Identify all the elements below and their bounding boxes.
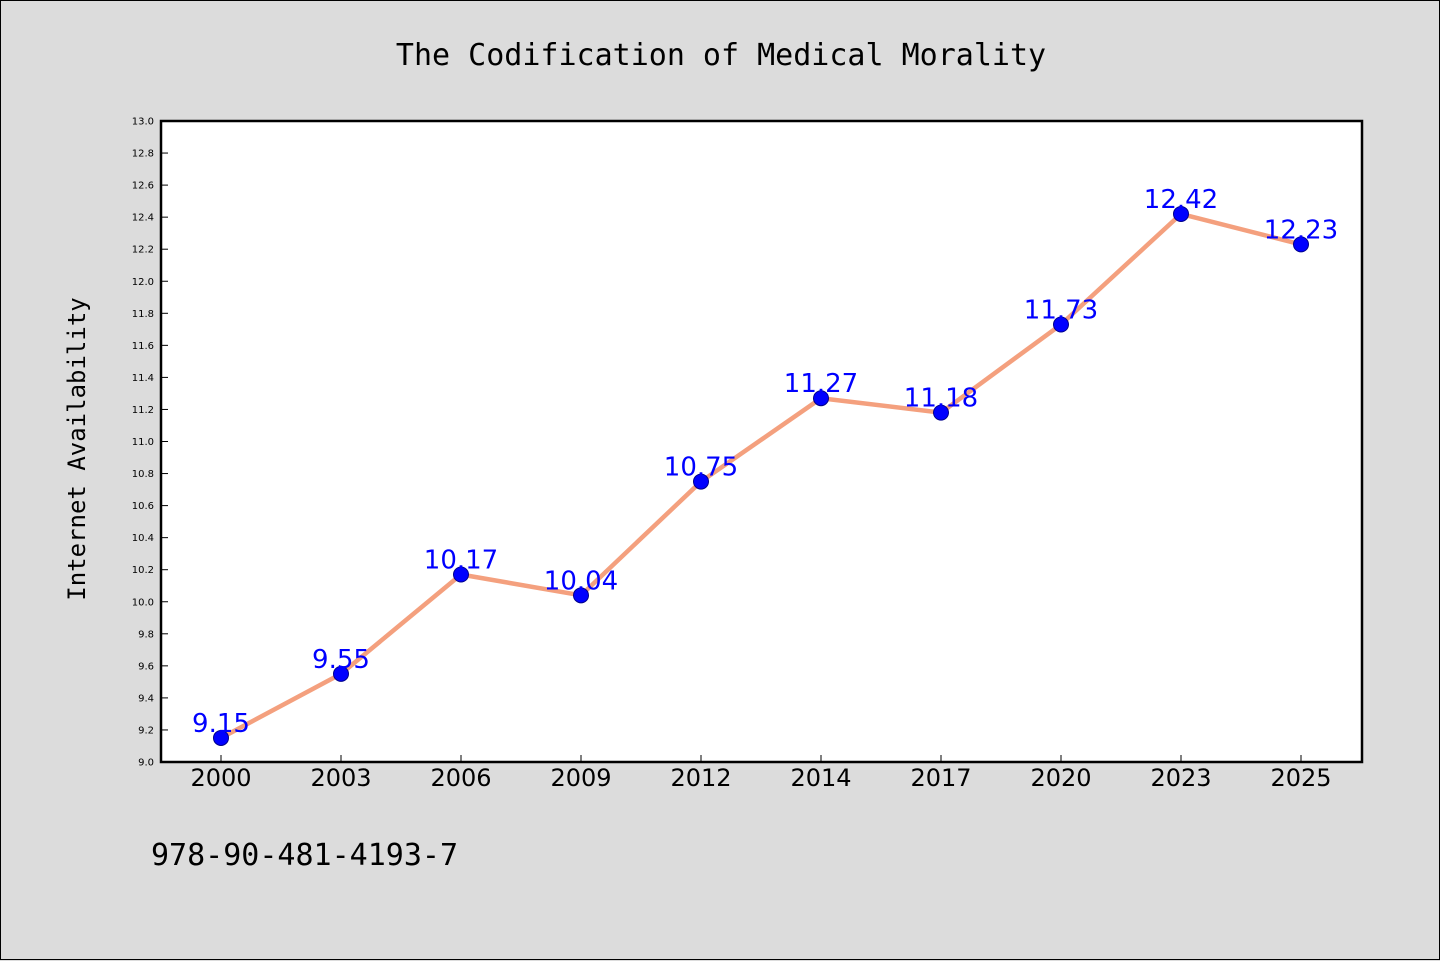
data-point	[933, 404, 949, 421]
y-tick-label: 11.2	[132, 405, 154, 416]
y-tick-label: 13.0	[132, 117, 154, 128]
x-tick-label: 2017	[910, 764, 971, 792]
data-point	[693, 473, 709, 490]
data-label: 9.15	[192, 709, 250, 739]
data-label: 11.73	[1024, 296, 1098, 326]
data-point	[333, 665, 349, 682]
isbn-text: 978-90-481-4193-7	[151, 838, 458, 873]
y-tick-label: 10.0	[132, 597, 154, 608]
data-point	[1293, 236, 1309, 253]
y-axis-label: Internet Availability	[63, 297, 91, 600]
data-point	[1173, 205, 1189, 222]
y-tick-label: 9.4	[138, 693, 154, 704]
data-label: 10.17	[424, 546, 498, 576]
data-label: 12.42	[1144, 185, 1218, 215]
y-tick-label: 10.8	[132, 469, 154, 480]
x-tick-label: 2025	[1270, 764, 1331, 792]
y-tick-label: 12.8	[132, 149, 154, 160]
data-point	[213, 729, 229, 746]
y-tick-label: 9.0	[138, 758, 154, 769]
plot-frame	[159, 119, 1364, 764]
y-tick-label: 9.6	[138, 661, 154, 672]
data-label: 11.18	[904, 384, 978, 414]
series-group	[213, 205, 1309, 746]
data-point	[453, 566, 469, 583]
y-tick-label: 11.8	[132, 309, 154, 320]
x-tick-label: 2012	[670, 764, 731, 792]
data-label: 11.27	[784, 369, 858, 399]
x-tick-label: 2020	[1030, 764, 1091, 792]
x-tick-label: 2023	[1150, 764, 1211, 792]
y-tick-label: 12.2	[132, 245, 154, 256]
y-tick-label: 9.2	[138, 725, 154, 736]
data-point	[573, 587, 589, 604]
x-axis-ticks: 2000 2003 2006 2009 2012 2014 2017 2020 2023 2025	[190, 755, 1332, 792]
y-tick-label: 11.4	[132, 373, 154, 384]
y-tick-label: 10.2	[132, 565, 154, 576]
y-tick-label: 12.0	[132, 277, 154, 288]
y-tick-label: 12.6	[132, 181, 154, 192]
y-tick-label: 9.8	[138, 629, 154, 640]
y-tick-label: 10.6	[132, 501, 154, 512]
data-labels: 9.15 9.55 10.17 10.04 10.75 11.27 11.18 11.73 12…	[192, 185, 1338, 739]
y-axis-ticks: 9.0 9.2 9.4 9.6 9.8 10.0 10.2 10.4 10.6 10.8 11.0 1…	[132, 117, 168, 769]
data-label: 12.23	[1264, 215, 1338, 245]
data-label: 10.04	[544, 566, 618, 596]
x-tick-label: 2000	[190, 764, 251, 792]
series-line	[219, 211, 1302, 740]
y-tick-label: 11.0	[132, 437, 154, 448]
data-label: 9.55	[312, 645, 370, 675]
x-tick-label: 2009	[550, 764, 611, 792]
y-tick-label: 10.4	[132, 533, 154, 544]
x-tick-label: 2003	[310, 764, 371, 792]
x-tick-label: 2006	[430, 764, 491, 792]
chart-title: The Codification of Medical Morality	[396, 38, 1046, 73]
data-point	[813, 390, 829, 407]
y-tick-label: 11.6	[132, 341, 154, 352]
x-tick-label: 2014	[790, 764, 851, 792]
data-point	[1053, 316, 1069, 333]
y-tick-label: 12.4	[132, 213, 154, 224]
data-label: 10.75	[664, 453, 738, 483]
